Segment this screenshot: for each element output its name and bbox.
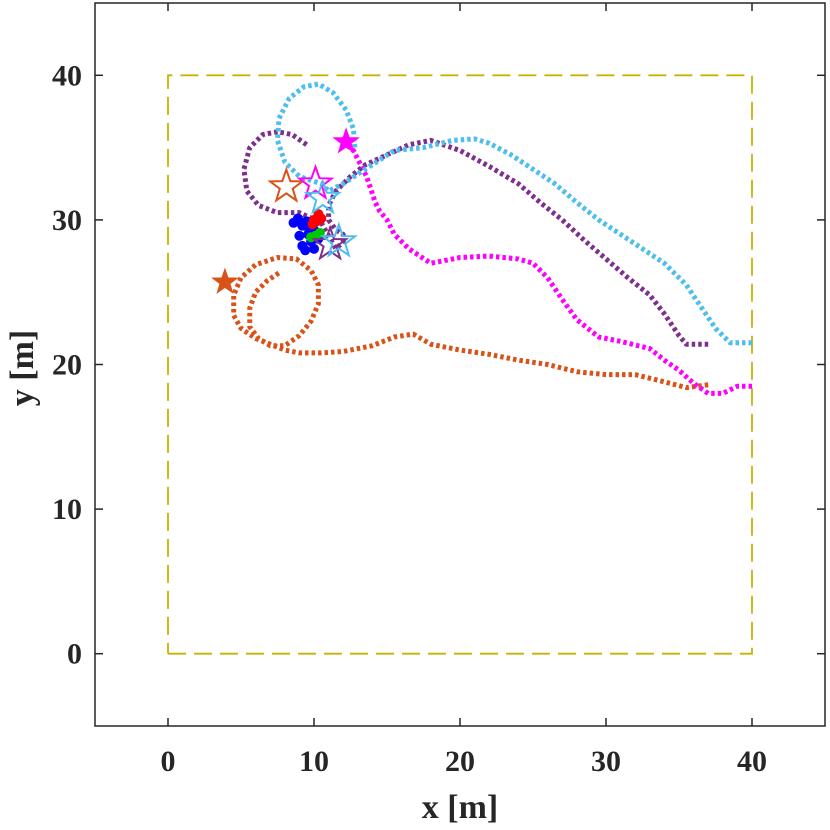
blue-cluster-point [294, 230, 305, 241]
x-axis-label: x [m] [422, 789, 498, 826]
y-tick-label: 0 [67, 638, 82, 671]
boundary-line [167, 74, 753, 655]
start-marker-star [211, 267, 239, 294]
y-tick-label: 20 [52, 349, 82, 382]
red-cluster-point [309, 214, 319, 225]
start-marker-star [332, 127, 360, 154]
x-tick-label: 0 [161, 745, 176, 778]
x-tick-label: 20 [445, 745, 475, 778]
blue-cluster-point [309, 243, 319, 254]
blue-cluster-point [292, 213, 303, 224]
magenta-trajectory-line [344, 142, 752, 396]
purple-trajectory-line [241, 129, 709, 347]
end-marker-star [296, 163, 335, 200]
blue-cluster-point [300, 245, 311, 256]
y-tick-label: 40 [52, 59, 82, 92]
y-axis: 0 10 20 30 40 [52, 59, 825, 671]
x-tick-label: 10 [299, 745, 329, 778]
end-marker-star [303, 178, 342, 215]
x-axis: 0 10 20 30 40 [161, 3, 767, 778]
orange-trajectory-line [231, 254, 709, 391]
x-tick-label: 30 [591, 745, 621, 778]
axes-frame [94, 2, 826, 727]
x-tick-label: 40 [737, 745, 767, 778]
plot-area [94, 2, 826, 727]
y-axis-label: y [m] [4, 330, 41, 406]
y-tick-label: 30 [52, 204, 82, 237]
cyan-trajectory-line [275, 81, 752, 346]
end-marker-star [319, 221, 358, 258]
y-tick-label: 10 [52, 493, 82, 526]
end-marker-star [267, 166, 306, 203]
